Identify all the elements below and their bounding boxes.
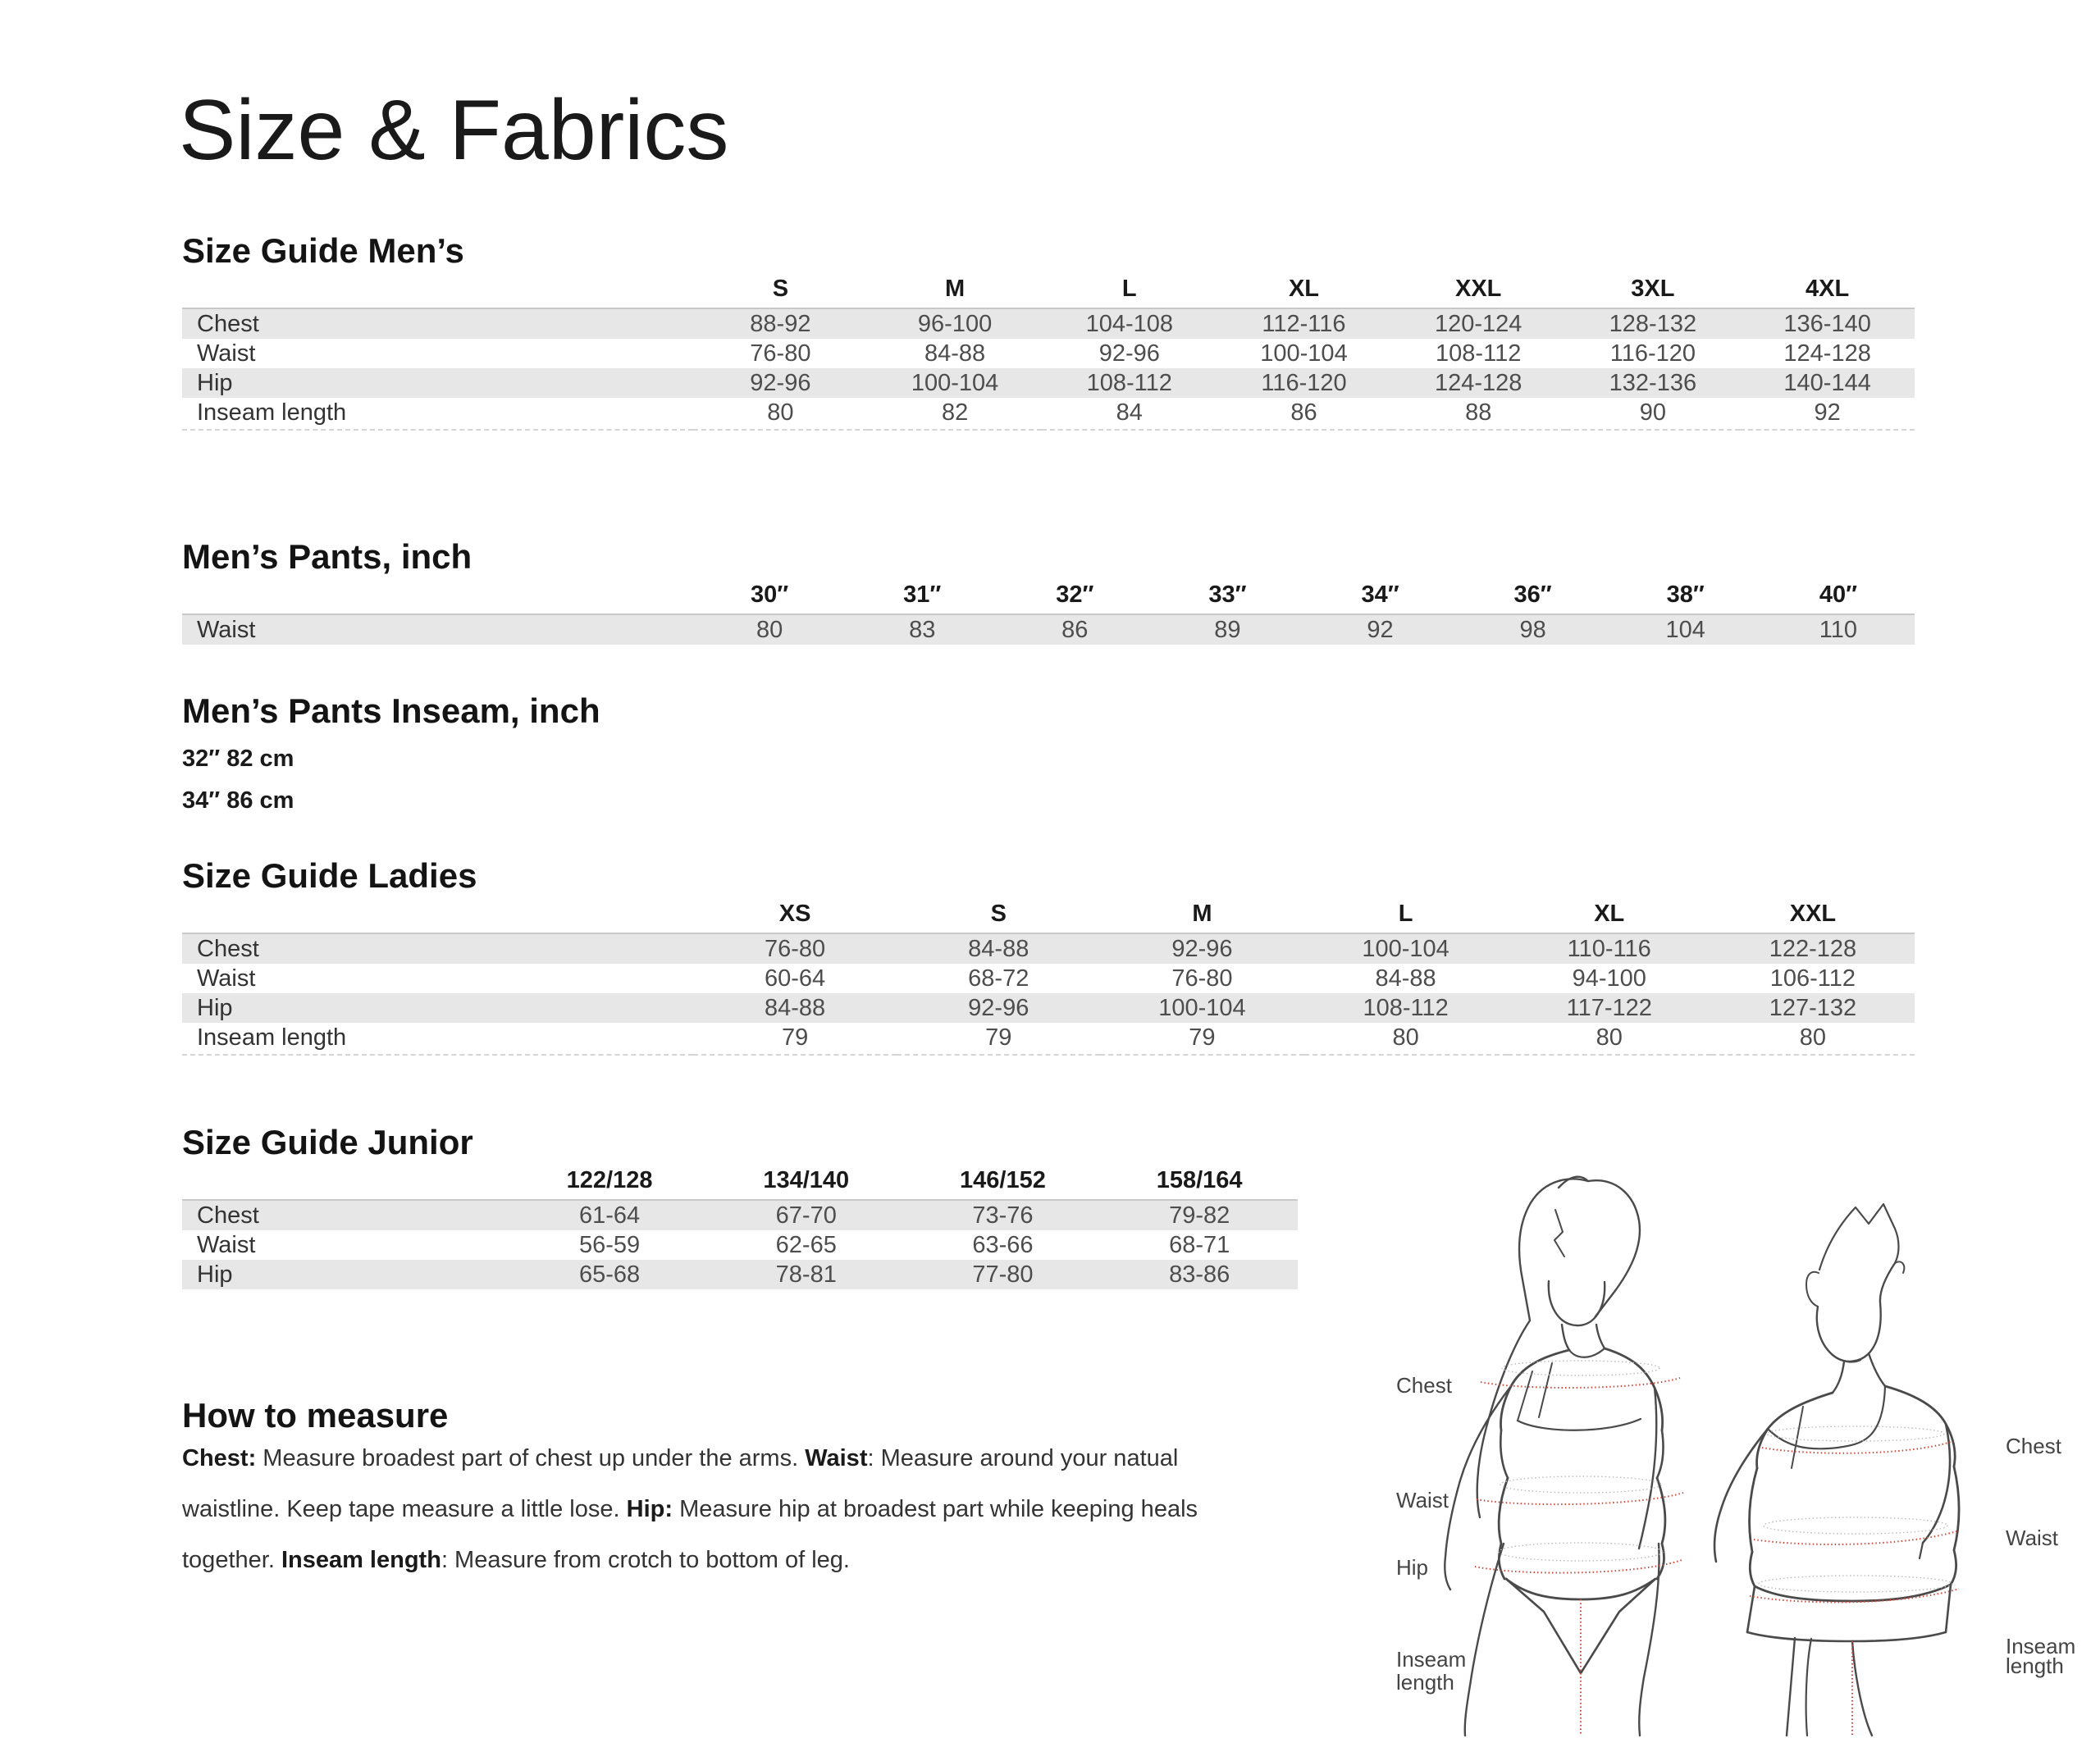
svg-text:Waist: Waist xyxy=(1396,1488,1449,1512)
svg-text:Chest: Chest xyxy=(1396,1373,1453,1398)
svg-text:Inseam: Inseam xyxy=(1396,1647,1466,1672)
svg-text:Hip: Hip xyxy=(1396,1555,1428,1580)
svg-text:length: length xyxy=(1396,1670,1454,1695)
svg-text:Waist: Waist xyxy=(2006,1526,2059,1550)
svg-text:length: length xyxy=(2006,1654,2064,1678)
svg-text:Chest: Chest xyxy=(2006,1434,2062,1458)
